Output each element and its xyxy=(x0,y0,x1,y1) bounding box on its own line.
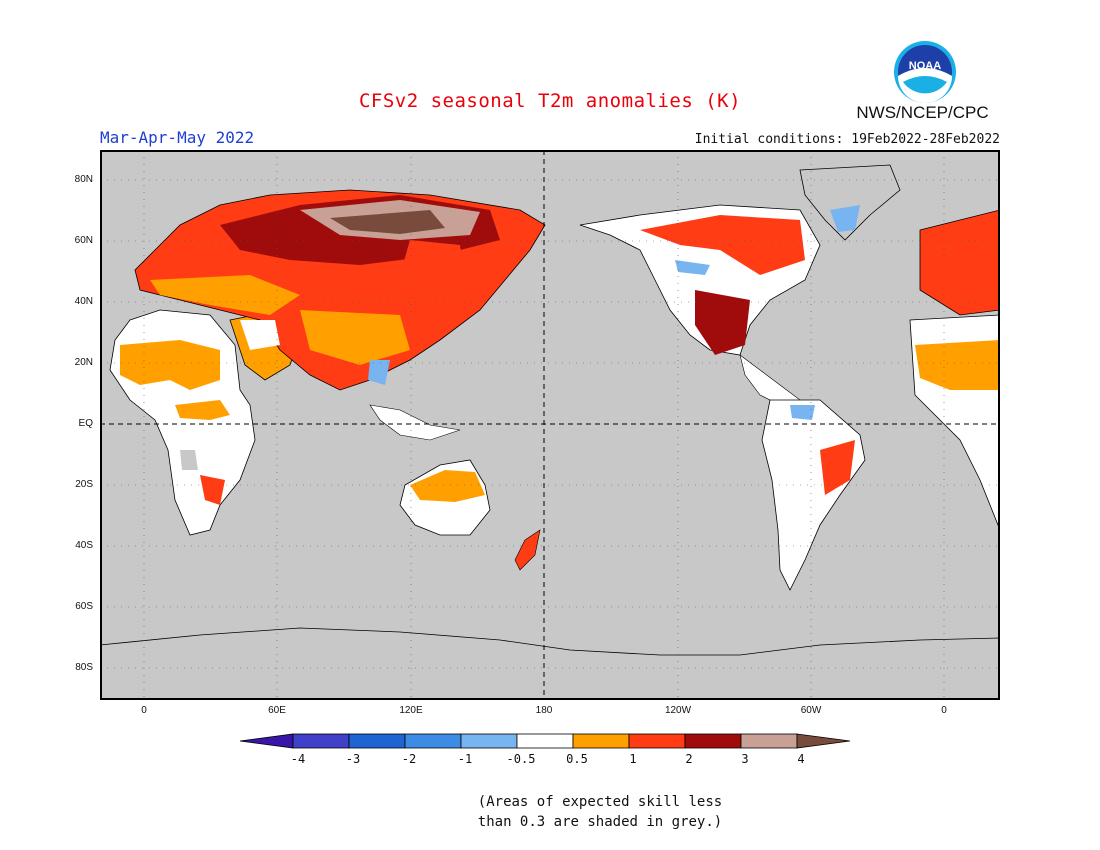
lat-label-40s: 40S xyxy=(75,540,93,551)
greenland-cool-area xyxy=(830,205,860,232)
new-zealand-landmass xyxy=(514,529,541,571)
skill-note: (Areas of expected skill less than 0.3 a… xyxy=(430,792,770,832)
colorbar-swatch xyxy=(404,733,462,749)
east-asia-anomaly xyxy=(400,240,465,290)
amazon-cool-area xyxy=(790,405,815,420)
colorbar-arrow-right xyxy=(796,733,851,749)
graticule xyxy=(100,150,1000,700)
map-frame xyxy=(100,150,1000,700)
colorbar-label: 3 xyxy=(741,752,749,766)
lon-label-180: 180 xyxy=(535,705,553,716)
colorbar-label: -2 xyxy=(401,752,417,766)
season-label: Mar-Apr-May 2022 xyxy=(100,128,255,147)
lat-label-60s: 60S xyxy=(75,601,93,612)
colorbar-label: 4 xyxy=(797,752,805,766)
southeast-asia-cool xyxy=(368,360,390,385)
colorbar-label: -1 xyxy=(457,752,473,766)
lat-label-20s: 20S xyxy=(75,479,93,490)
lat-label-eq: EQ xyxy=(78,418,93,429)
logo-text: NOAA xyxy=(909,60,941,72)
siberia-max-anomaly xyxy=(330,210,445,234)
initial-conditions-label: Initial conditions: 19Feb2022-28Feb2022 xyxy=(694,132,1000,147)
anomaly-map xyxy=(100,150,1000,700)
sahara-anomaly xyxy=(120,340,220,390)
lat-label-60n: 60N xyxy=(74,235,93,246)
south-asia-anomaly xyxy=(300,310,410,365)
colorbar-label: -3 xyxy=(345,752,361,766)
colorbar-swatch xyxy=(348,733,406,749)
lon-label-60e: 60E xyxy=(268,705,286,716)
colorbar-swatch xyxy=(292,733,350,749)
europe-anomaly xyxy=(150,275,300,315)
europe-wrap-landmass xyxy=(919,209,1000,316)
sahel-anomaly xyxy=(175,400,230,420)
colorbar-swatch xyxy=(684,733,742,749)
colorbar-swatch xyxy=(740,733,798,749)
canada-anomaly xyxy=(640,215,805,275)
indonesia-landmass xyxy=(369,404,461,441)
lon-label-120e: 120E xyxy=(399,705,423,716)
colorbar-swatch xyxy=(516,733,574,749)
greenland-landmass xyxy=(799,164,901,241)
skill-note-line: than 0.3 are shaded in grey.) xyxy=(477,814,723,830)
lat-label-40n: 40N xyxy=(74,296,93,307)
lat-label-80s: 80S xyxy=(75,662,93,673)
us-south-strong-anomaly xyxy=(695,290,750,355)
colorbar-label: -4 xyxy=(290,752,306,766)
colorbar-label: 1 xyxy=(629,752,637,766)
noaa-logo: NOAA xyxy=(894,41,956,103)
colorbar-label: 2 xyxy=(685,752,693,766)
colorbar-label: 0.5 xyxy=(566,752,588,766)
lon-label-120w: 120W xyxy=(664,705,692,716)
colorbar-arrow-left xyxy=(239,733,294,749)
africa-no-skill xyxy=(180,450,198,470)
lon-label-60w: 60W xyxy=(800,705,822,716)
canada-cool-area xyxy=(675,260,710,275)
agency-label: NWS/NCEP/CPC xyxy=(856,103,989,122)
colorbar xyxy=(239,733,851,749)
map-title: CFSv2 seasonal T2m anomalies (K) xyxy=(358,90,742,112)
central-asia-neutral xyxy=(240,320,280,350)
colorbar-label: -0.5 xyxy=(506,752,536,766)
lat-label-80n: 80N xyxy=(74,174,93,185)
colorbar-swatch xyxy=(572,733,630,749)
lon-label-0: 0 xyxy=(141,705,147,716)
lat-label-20n: 20N xyxy=(74,357,93,368)
land-anomaly-layer xyxy=(100,164,1000,700)
lon-label-0-wrap: 0 xyxy=(941,705,947,716)
australia-anomaly xyxy=(410,470,485,502)
brazil-anomaly xyxy=(820,440,855,495)
skill-note-line: (Areas of expected skill less xyxy=(477,794,723,810)
colorbar-swatch xyxy=(628,733,686,749)
colorbar-swatch xyxy=(460,733,518,749)
antarctica-landmass xyxy=(100,627,1000,700)
sahara-wrap-anomaly xyxy=(915,340,1000,390)
south-africa-anomaly xyxy=(200,475,225,505)
